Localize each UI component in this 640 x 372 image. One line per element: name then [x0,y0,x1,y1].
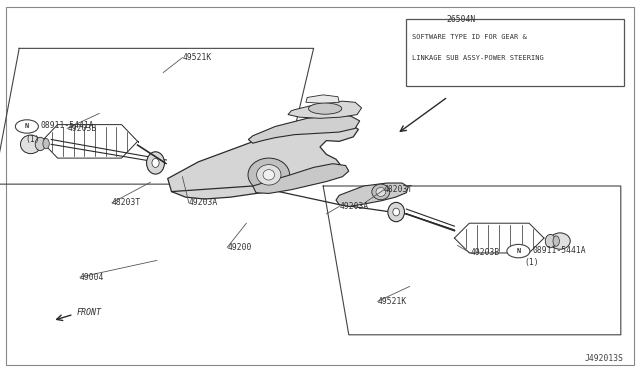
Text: 48203T: 48203T [112,198,141,207]
Ellipse shape [388,202,404,222]
Text: N: N [25,124,29,129]
Ellipse shape [393,208,399,216]
Polygon shape [248,115,360,143]
Ellipse shape [553,236,559,246]
Text: J492013S: J492013S [585,354,624,363]
Text: 49521K: 49521K [378,297,407,306]
Ellipse shape [248,158,290,192]
Polygon shape [288,101,362,118]
Ellipse shape [35,137,45,151]
Text: 49203A: 49203A [189,198,218,207]
Circle shape [507,244,530,258]
Ellipse shape [372,184,390,200]
Text: FRONT: FRONT [77,308,102,317]
Ellipse shape [545,234,556,248]
Ellipse shape [20,135,41,154]
Text: 49203A: 49203A [339,202,369,211]
Polygon shape [306,95,339,103]
Ellipse shape [147,152,164,174]
Text: 49004: 49004 [80,273,104,282]
Text: 49203B: 49203B [67,124,97,133]
Text: SOFTWARE TYPE ID FOR GEAR &: SOFTWARE TYPE ID FOR GEAR & [412,34,526,40]
Ellipse shape [43,138,49,149]
Bar [406,19,624,86]
Polygon shape [253,164,349,193]
Ellipse shape [257,164,281,185]
Ellipse shape [152,158,159,167]
Text: 08911-5441A: 08911-5441A [532,246,586,255]
Text: LINKAGE SUB ASSY-POWER STEERING: LINKAGE SUB ASSY-POWER STEERING [412,55,543,61]
Text: 26504N: 26504N [446,15,476,24]
Ellipse shape [263,170,275,180]
Text: (1): (1) [26,135,40,144]
Text: 48203T: 48203T [384,185,413,194]
Text: 49203B: 49203B [470,248,500,257]
Text: 49521K: 49521K [182,53,212,62]
Text: 49200: 49200 [227,243,252,252]
Ellipse shape [308,103,342,114]
Circle shape [15,120,38,133]
Text: (1): (1) [525,258,540,267]
Ellipse shape [550,233,570,249]
Text: N: N [516,248,520,254]
Text: 08911-5441A: 08911-5441A [41,121,95,130]
Polygon shape [336,183,408,206]
Ellipse shape [376,187,385,196]
Polygon shape [168,123,358,199]
